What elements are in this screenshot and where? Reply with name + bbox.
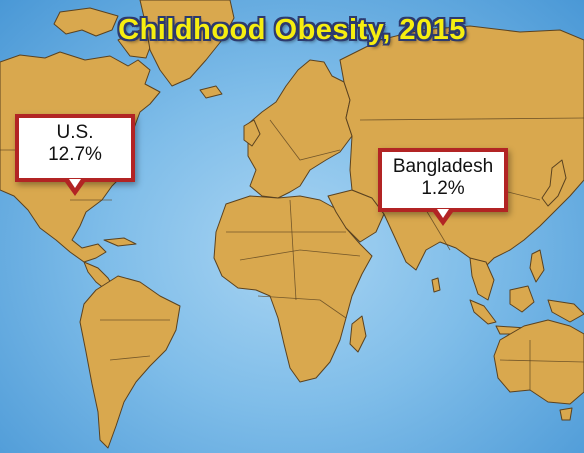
- border-line: [257, 295, 347, 319]
- border-line: [109, 355, 151, 361]
- border-line: [359, 117, 584, 121]
- us-country-label: U.S.: [56, 122, 94, 143]
- new-guinea: [547, 299, 584, 323]
- greenland: [139, 0, 235, 87]
- tasmania: [559, 407, 573, 421]
- africa: [213, 195, 373, 383]
- border-line: [499, 359, 584, 363]
- callout-pointer-fill: [437, 209, 449, 218]
- cuba: [103, 237, 137, 247]
- border-line: [239, 249, 361, 261]
- philippines: [529, 249, 545, 283]
- europe: [247, 59, 353, 199]
- sumatra: [469, 299, 497, 325]
- borneo: [509, 285, 535, 313]
- bangladesh-callout: Bangladesh 1.2%: [378, 148, 508, 226]
- bangladesh-value-label: 1.2%: [421, 178, 465, 199]
- madagascar: [349, 315, 367, 353]
- japan: [541, 159, 567, 207]
- border-line: [269, 119, 341, 161]
- british-isles: [243, 119, 261, 147]
- callout-pointer-fill: [69, 179, 81, 188]
- arctic-islands: [53, 7, 119, 37]
- map-title: Childhood Obesity, 2015: [118, 14, 466, 46]
- bangladesh-country-label: Bangladesh: [392, 156, 494, 177]
- iceland: [199, 85, 223, 99]
- south-america: [79, 275, 181, 449]
- us-value-label: 12.7%: [48, 144, 102, 165]
- border-line: [289, 199, 297, 301]
- us-callout: U.S. 12.7%: [15, 114, 135, 196]
- sri-lanka: [431, 277, 441, 293]
- baffin-island: [117, 29, 153, 59]
- australia: [493, 319, 584, 405]
- indochina: [469, 257, 495, 301]
